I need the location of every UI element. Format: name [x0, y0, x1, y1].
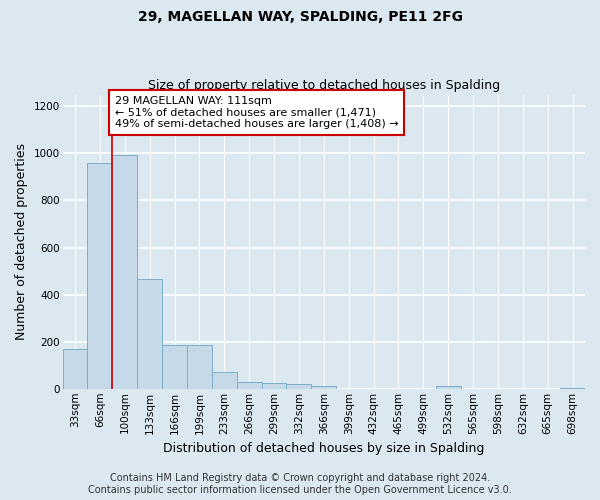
Bar — [212, 372, 237, 389]
Y-axis label: Number of detached properties: Number of detached properties — [15, 143, 28, 340]
Bar — [286, 384, 311, 389]
Bar — [62, 349, 88, 389]
Bar — [311, 386, 336, 389]
Bar — [187, 345, 212, 389]
Bar — [262, 383, 286, 389]
X-axis label: Distribution of detached houses by size in Spalding: Distribution of detached houses by size … — [163, 442, 484, 455]
Bar — [560, 388, 585, 389]
Text: 29, MAGELLAN WAY, SPALDING, PE11 2FG: 29, MAGELLAN WAY, SPALDING, PE11 2FG — [137, 10, 463, 24]
Bar — [162, 345, 187, 389]
Bar — [436, 386, 461, 389]
Title: Size of property relative to detached houses in Spalding: Size of property relative to detached ho… — [148, 79, 500, 92]
Bar — [237, 382, 262, 389]
Bar — [112, 154, 137, 389]
Text: Contains HM Land Registry data © Crown copyright and database right 2024.
Contai: Contains HM Land Registry data © Crown c… — [88, 474, 512, 495]
Text: 29 MAGELLAN WAY: 111sqm
← 51% of detached houses are smaller (1,471)
49% of semi: 29 MAGELLAN WAY: 111sqm ← 51% of detache… — [115, 96, 398, 129]
Bar — [88, 163, 112, 389]
Bar — [137, 280, 162, 389]
